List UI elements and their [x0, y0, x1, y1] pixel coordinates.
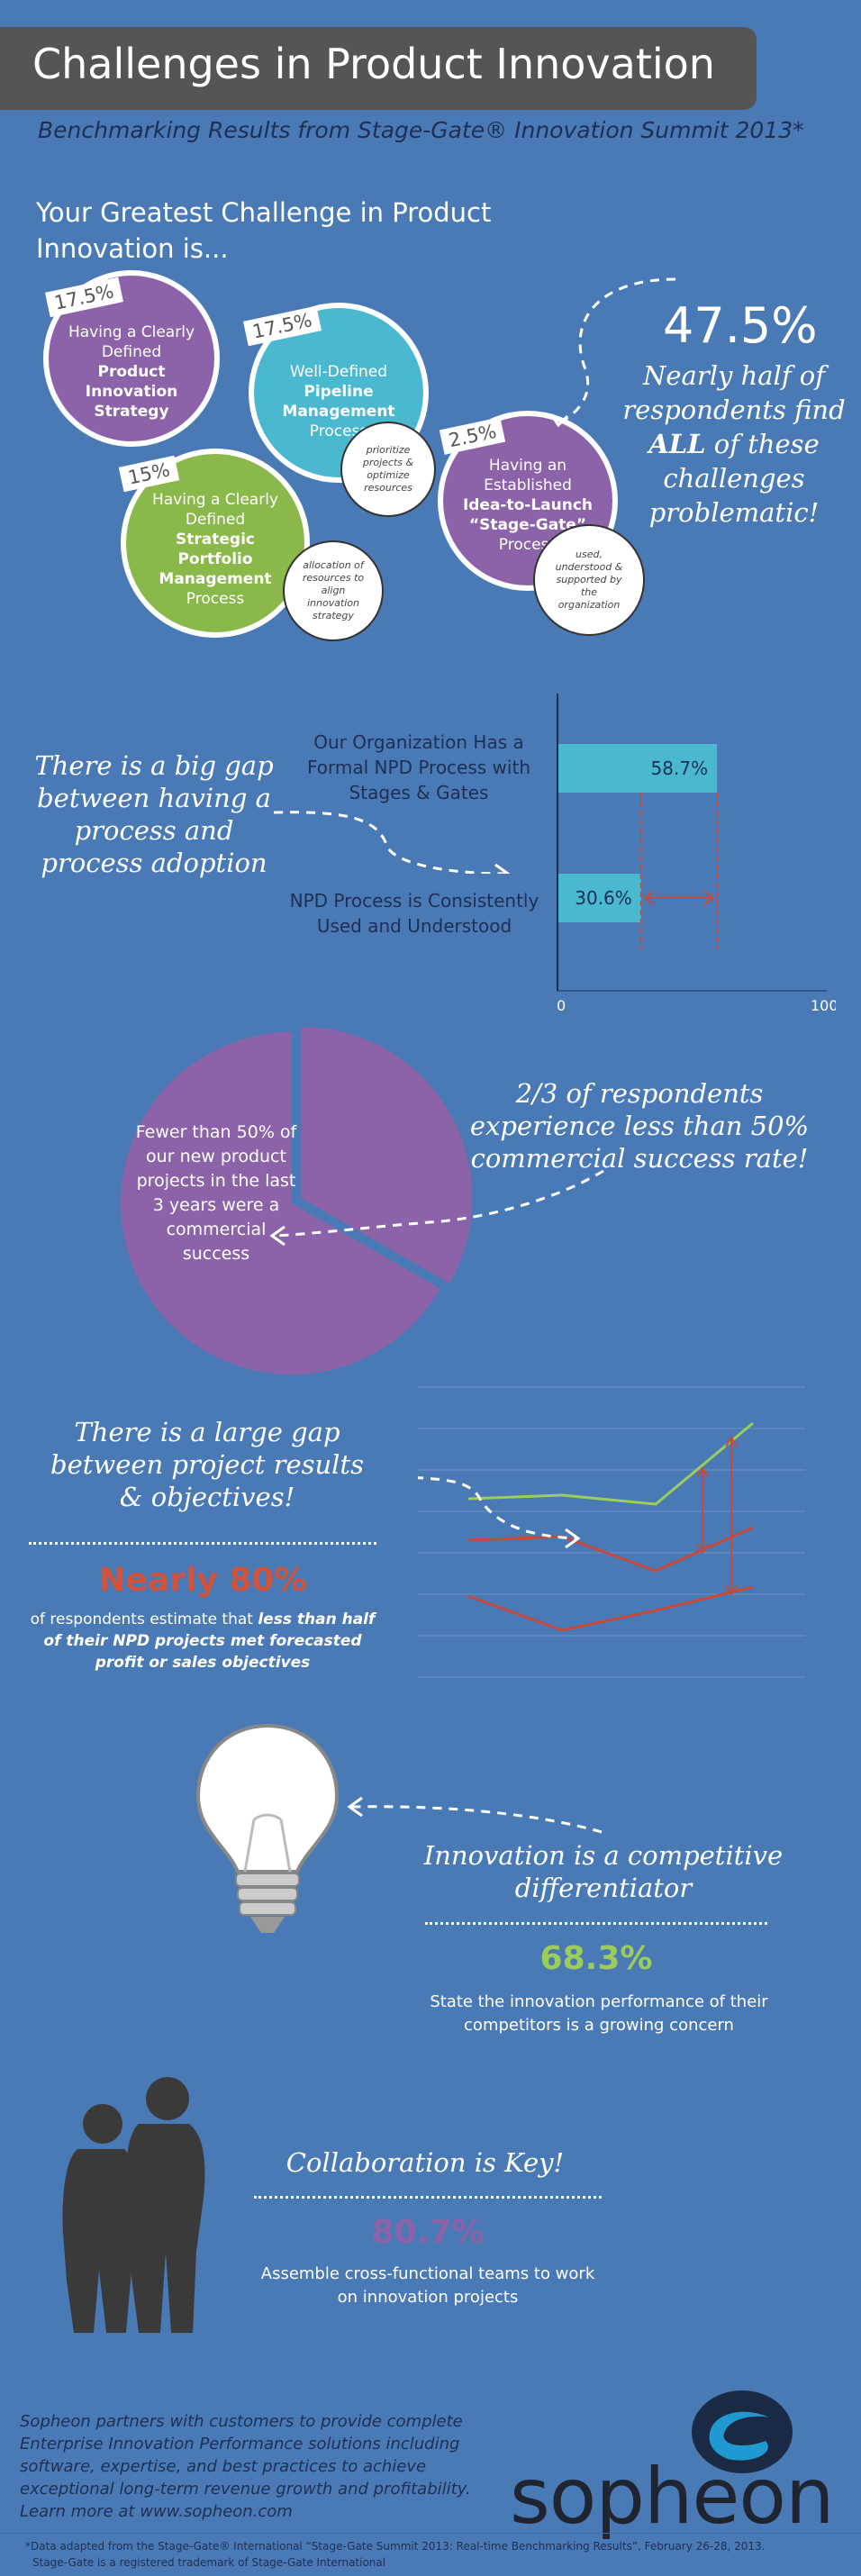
bar2-label: NPD Process is Consistently Used and Und…	[289, 890, 539, 937]
differentiator-stat: 68.3%	[539, 1940, 653, 1977]
x-axis-max: 100	[811, 997, 836, 1014]
lightbulb-icon	[195, 1723, 340, 1933]
results-desc-pre: of respondents estimate that	[30, 1610, 253, 1628]
gap-callout: There is a big gap between having a proc…	[34, 750, 274, 878]
callout-pre: Nearly half of respondents find	[622, 360, 846, 425]
gap-arrow-indicator	[643, 891, 715, 905]
challenges-callout: Nearly half of respondents find ALL of t…	[621, 358, 847, 530]
pie-slice-under-50	[121, 1032, 440, 1374]
footer-blurb: Sopheon partners with customers to provi…	[20, 2412, 471, 2521]
results-line-mid	[467, 1526, 754, 1573]
challenge-pre: Having a Clearly Defined	[151, 491, 279, 529]
callout-bold: ALL	[648, 429, 706, 459]
page-subtitle: Benchmarking Results from Stage-Gate® In…	[38, 117, 804, 143]
gap-bar-chart: 0 100 58.7% 30.6%	[557, 694, 836, 1014]
success-arrow	[269, 1169, 604, 1247]
title-bar	[0, 27, 757, 110]
results-desc-bold: less than half of their NPD projects met…	[43, 1610, 376, 1672]
bar-value-label-1: 58.7%	[651, 757, 709, 779]
results-line-results	[467, 1585, 754, 1632]
footer-divider	[0, 2533, 861, 2534]
big-percentage: 47.5%	[663, 297, 818, 354]
challenge-bold: Product Innovation Strategy	[85, 363, 178, 421]
challenge-pre: Having a Clearly Defined	[68, 323, 195, 361]
challenge-post: Process	[186, 590, 245, 608]
bar-value-label-2: 30.6%	[575, 887, 632, 909]
challenges-heading: Your Greatest Challenge in Product Innov…	[36, 197, 492, 264]
results-line-chart	[418, 1386, 805, 1678]
sopheon-logo-icon	[692, 2390, 793, 2473]
results-divider	[29, 1542, 376, 1545]
pie-slice-other	[301, 1026, 472, 1283]
challenge-bold: Idea-to-Launch “Stage-Gate”	[462, 496, 594, 534]
differentiator-divider	[425, 1922, 767, 1925]
challenge-pre: Having an Established	[484, 457, 572, 494]
bar1-label: Our Organization Has a Formal NPD Proces…	[307, 731, 530, 803]
challenge-note: allocation of resources to align innovat…	[283, 540, 384, 641]
dashed-arrow	[549, 277, 676, 428]
bar-1	[558, 744, 718, 793]
footer-notes: *Data adapted from the Stage-Gate® Inter…	[25, 2538, 854, 2571]
challenge-bold: Strategic Portfolio Management	[159, 531, 272, 588]
challenge-bubble-pipeline: Well-Defined Pipeline Management Process	[249, 303, 429, 483]
collaboration-stat: 80.7%	[371, 2214, 485, 2251]
collaboration-callout: Collaboration is Key!	[285, 2147, 565, 2178]
footer-note-trademark: Stage-Gate is a registered trademark of …	[32, 2556, 386, 2569]
differentiator-desc: State the innovation performance of thei…	[430, 1992, 768, 2035]
x-axis-min: 0	[557, 997, 566, 1014]
success-callout: 2/3 of respondents experience less than …	[469, 1078, 810, 1174]
success-pie-chart	[121, 1026, 472, 1374]
differentiator-callout: Innovation is a competitive differentiat…	[423, 1840, 784, 1903]
callout-post: of these challenges problematic!	[648, 429, 820, 528]
page-title: Challenges in Product Innovation	[32, 40, 715, 88]
differentiator-arrow	[347, 1796, 603, 1834]
sopheon-logo-text: sopheon	[510, 2452, 835, 2542]
challenge-bold: Pipeline Management	[282, 383, 395, 421]
footer-note-source: *Data adapted from the Stage-Gate® Inter…	[25, 2540, 766, 2553]
bar-2	[558, 874, 641, 922]
results-callout: There is a large gap between project res…	[50, 1417, 364, 1512]
gap-arrow	[273, 811, 511, 874]
people-silhouette-icon	[62, 2077, 205, 2333]
challenge-pre: Well-Defined	[289, 363, 388, 381]
pie-text: Fewer than 50% of our new product projec…	[135, 1122, 297, 1264]
results-desc: of respondents estimate that less than h…	[27, 1609, 378, 1673]
collaboration-desc: Assemble cross-functional teams to work …	[260, 2264, 595, 2307]
challenge-note: used, understood & supported by the orga…	[533, 524, 645, 636]
results-stat: Nearly 80%	[98, 1562, 307, 1599]
challenge-note: prioritize projects & optimize resources	[340, 422, 436, 517]
collaboration-divider	[254, 2196, 602, 2199]
results-line-objectives	[467, 1421, 754, 1506]
